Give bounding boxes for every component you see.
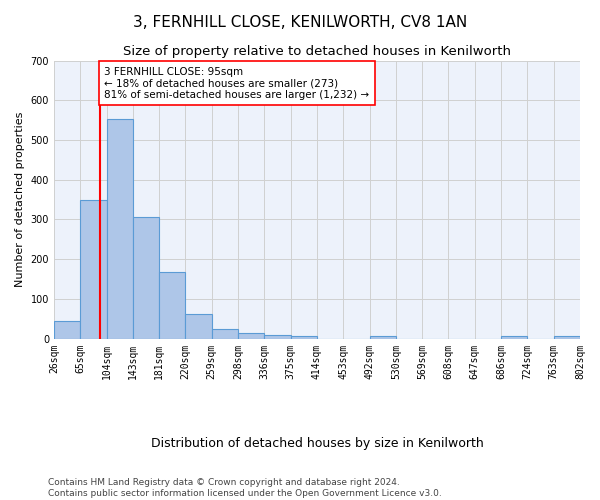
Bar: [265, 335, 290, 338]
Bar: [185, 314, 212, 338]
X-axis label: Distribution of detached houses by size in Kenilworth: Distribution of detached houses by size …: [151, 437, 484, 450]
Bar: [80, 200, 107, 338]
Bar: [370, 336, 396, 338]
Y-axis label: Number of detached properties: Number of detached properties: [15, 112, 25, 287]
Bar: [212, 330, 238, 338]
Bar: [554, 336, 580, 338]
Bar: [238, 334, 265, 338]
Bar: [290, 336, 317, 338]
Text: Contains HM Land Registry data © Crown copyright and database right 2024.
Contai: Contains HM Land Registry data © Crown c…: [48, 478, 442, 498]
Bar: [159, 272, 185, 338]
Bar: [107, 119, 133, 338]
Text: 3, FERNHILL CLOSE, KENILWORTH, CV8 1AN: 3, FERNHILL CLOSE, KENILWORTH, CV8 1AN: [133, 15, 467, 30]
Text: 3 FERNHILL CLOSE: 95sqm
← 18% of detached houses are smaller (273)
81% of semi-d: 3 FERNHILL CLOSE: 95sqm ← 18% of detache…: [104, 66, 370, 100]
Bar: [501, 336, 527, 338]
Bar: [133, 218, 159, 338]
Bar: [54, 322, 80, 338]
Title: Size of property relative to detached houses in Kenilworth: Size of property relative to detached ho…: [123, 45, 511, 58]
